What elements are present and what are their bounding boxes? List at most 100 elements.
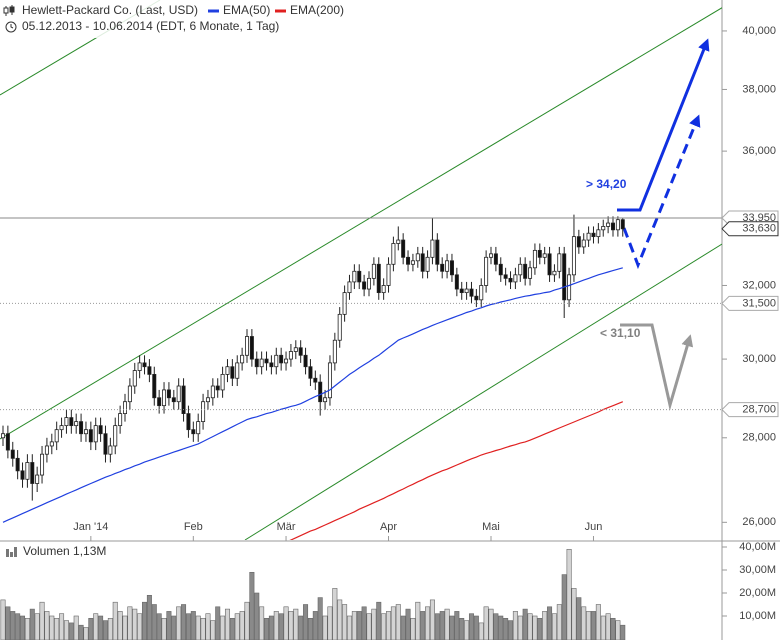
candle-body [406, 256, 411, 265]
chart-title: Hewlett-Packard Co. (Last, USD) [22, 3, 198, 17]
candle-body [230, 366, 235, 379]
volume-bar [298, 615, 304, 640]
volume-bar [620, 624, 626, 640]
candle-body [308, 366, 313, 379]
candle-body [186, 413, 191, 431]
candle-body [201, 401, 206, 423]
candle-body [123, 401, 128, 414]
clock-icon [5, 21, 17, 33]
volume-bar [605, 613, 611, 640]
header: Hewlett-Packard Co. (Last, USD) EMA(50) … [0, 0, 344, 38]
chart-subtitle: 05.12.2013 - 10.06.2014 (EDT, 6 Monate, … [22, 19, 279, 33]
candle-body [83, 429, 88, 435]
volume-bar [615, 620, 621, 640]
candle-body [464, 288, 469, 294]
x-tick-label: Apr [380, 521, 397, 533]
volume-bar [137, 613, 143, 640]
volume-bar [283, 606, 289, 640]
volume-bar [434, 613, 440, 640]
volume-bar [10, 611, 16, 640]
volume-bar [102, 620, 108, 640]
y-tick-label: 40,000 [742, 25, 776, 37]
candle-body [5, 433, 10, 451]
y-tick-label: 36,000 [742, 145, 776, 157]
candle-body [49, 441, 54, 447]
volume-bar [522, 608, 528, 640]
volume-bar [5, 606, 11, 640]
volume-bar [342, 604, 348, 640]
candle-body [113, 425, 118, 447]
candle-body [142, 362, 147, 368]
volume-bar [220, 615, 226, 640]
candle-body [430, 239, 435, 258]
candle-body [347, 281, 352, 294]
candle-body [435, 239, 440, 265]
candle-body [420, 253, 425, 272]
volume-bar [142, 601, 148, 640]
volume-bar [439, 611, 445, 640]
candle-body [547, 253, 552, 276]
candle-body [386, 263, 391, 286]
volume-bar [98, 615, 104, 640]
volume-bar [39, 601, 45, 640]
volume-bar [127, 606, 133, 640]
candle-body [244, 336, 249, 356]
candle-body [445, 260, 450, 272]
candle-body [279, 354, 284, 364]
candle-body [371, 263, 376, 279]
volume-bar [176, 606, 182, 640]
volume-bar [351, 611, 357, 640]
candle-body [576, 236, 581, 248]
volume-bar [34, 613, 40, 640]
candle-body [264, 358, 269, 364]
candle-body [293, 347, 298, 352]
candle-body [220, 373, 225, 391]
volume-bar [59, 613, 65, 640]
volume-bar [88, 617, 94, 640]
candle-body [337, 313, 342, 341]
volume-bar [200, 617, 206, 640]
volume-bar [586, 611, 592, 640]
candle-body [269, 362, 274, 368]
candle-body [449, 260, 454, 276]
candle-body [620, 219, 625, 230]
candle-body [274, 354, 279, 368]
volume-bar [268, 615, 274, 640]
volume-bar [166, 611, 172, 640]
volume-bar [527, 613, 533, 640]
volume-bar [68, 622, 74, 640]
candle-body [205, 397, 210, 403]
ema-line [2, 267, 623, 523]
volume-bar [483, 606, 489, 640]
candle-body [254, 358, 259, 368]
volume-bar [590, 611, 596, 640]
volume-bar [151, 604, 157, 640]
candle-body [601, 226, 606, 231]
volume-bar [156, 613, 162, 640]
volume-bar [215, 606, 221, 640]
volume-bar [117, 611, 123, 640]
annotation: < 31,10 [600, 326, 641, 340]
candle-body [10, 449, 15, 459]
volume-bar [395, 604, 401, 640]
candle-body [493, 253, 498, 265]
level-box [721, 402, 779, 418]
volume-bar [293, 608, 299, 640]
candle-body [54, 429, 59, 443]
level-label: 31,500 [742, 297, 776, 309]
clock-hand [10, 24, 14, 29]
volume-bar [49, 615, 55, 640]
volume-bar [78, 624, 84, 640]
volume-bar [508, 620, 514, 640]
y-tick-label: 40,00M [739, 541, 776, 553]
candle-body [20, 470, 25, 480]
volume-bar [44, 611, 50, 640]
volume-bar [244, 601, 250, 640]
candle-body [581, 239, 586, 248]
volume-bar [185, 613, 191, 640]
volume-bar [273, 611, 279, 640]
volume-bar [317, 597, 323, 640]
volume-bar [429, 599, 435, 640]
